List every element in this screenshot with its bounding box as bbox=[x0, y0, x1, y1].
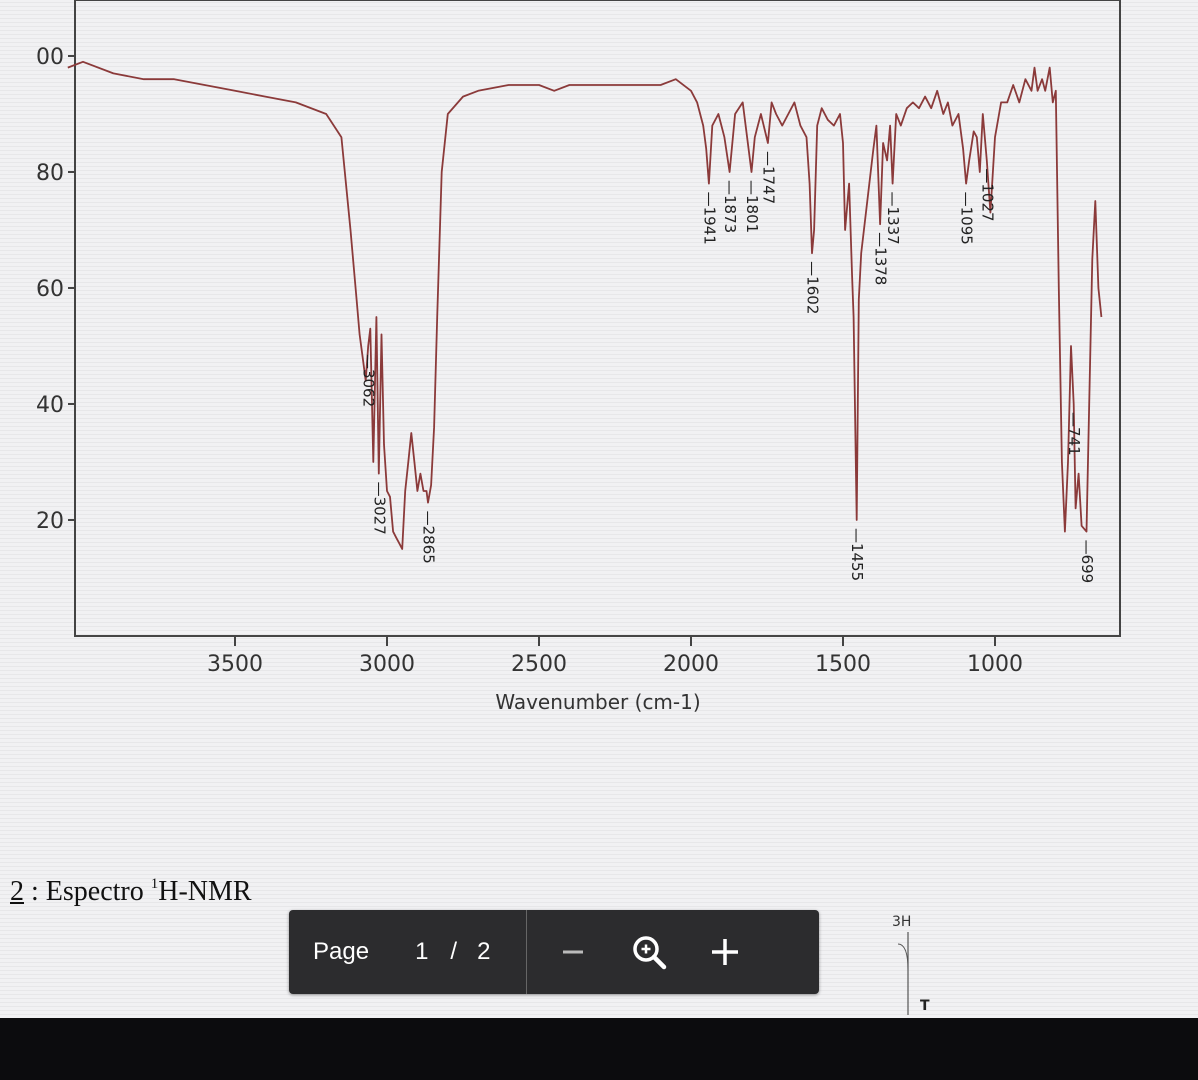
pdf-viewer-page: 00 80 60 40 20 3500 3000 2500 2000 1500 1000 —306… bbox=[0, 0, 1198, 1018]
toolbar-divider bbox=[526, 910, 528, 994]
spectrum-series bbox=[67, 60, 1103, 550]
peak-label: —3027 bbox=[370, 482, 388, 535]
peak-label: —741 bbox=[1065, 412, 1083, 456]
x-tick-label: 2000 bbox=[663, 652, 719, 677]
peak-label: —1602 bbox=[804, 261, 822, 314]
ir-spectrum-chart: 00 80 60 40 20 3500 3000 2500 2000 1500 1000 —306… bbox=[36, 0, 1121, 714]
peak-label: —1747 bbox=[759, 151, 777, 204]
zoom-reset-button[interactable] bbox=[617, 920, 681, 984]
total-pages: 2 bbox=[477, 938, 491, 965]
os-taskbar bbox=[0, 1018, 1198, 1080]
page-separator: / bbox=[450, 938, 458, 965]
y-tick-label: 40 bbox=[36, 393, 64, 418]
spectrum-line bbox=[67, 60, 1103, 550]
zoom-in-button[interactable] bbox=[693, 920, 757, 984]
peak-label: —1337 bbox=[884, 192, 902, 245]
caption-text: H-NMR bbox=[158, 876, 252, 907]
y-tick-label: 00 bbox=[36, 45, 64, 70]
y-tick-label: 60 bbox=[36, 277, 64, 302]
x-tick-label: 1000 bbox=[967, 652, 1023, 677]
peak-label: —3062 bbox=[360, 354, 378, 407]
peak-label: —1873 bbox=[721, 180, 739, 233]
peak-label: —1095 bbox=[958, 192, 976, 245]
section-caption: 2 : Espectro 1H-NMR bbox=[10, 876, 252, 908]
x-tick-label: 3000 bbox=[359, 652, 415, 677]
page-toolbar: Page 1 / 2 bbox=[289, 910, 819, 994]
zoom-magnifier-icon bbox=[633, 936, 667, 970]
caption-separator: : Espectro bbox=[24, 876, 151, 907]
nmr-integral-curve bbox=[897, 943, 909, 971]
peak-label: —1027 bbox=[978, 168, 996, 221]
minus-icon bbox=[563, 950, 584, 954]
x-tick-label: 3500 bbox=[207, 652, 263, 677]
peak-label: —2865 bbox=[420, 511, 438, 564]
x-tick-label: 1500 bbox=[815, 652, 871, 677]
x-tick-label: 2500 bbox=[511, 652, 567, 677]
plot-frame bbox=[74, 0, 1121, 637]
x-axis-ticks: 3500 3000 2500 2000 1500 1000 bbox=[207, 636, 1023, 677]
nmr-3h-label: 3H bbox=[892, 914, 911, 930]
nmr-t-label: T bbox=[920, 998, 930, 1014]
peak-annotations: —3062 —3027 —2865 —1941 —1873 —1801—1747 —1602… bbox=[360, 151, 1096, 583]
peak-label: —1455 bbox=[848, 528, 866, 581]
caption-number: 2 bbox=[10, 876, 24, 907]
peak-label: —699 bbox=[1078, 540, 1096, 584]
caption-superscript: 1 bbox=[150, 876, 159, 892]
y-tick-label: 80 bbox=[36, 161, 64, 186]
plus-icon bbox=[712, 939, 739, 965]
y-axis-ticks: 00 80 60 40 20 bbox=[36, 45, 75, 534]
x-axis-label: Wavenumber (cm-1) bbox=[495, 690, 700, 714]
y-tick-label: 20 bbox=[36, 509, 64, 534]
peak-label: —1801 bbox=[743, 180, 761, 233]
page-label: Page bbox=[313, 938, 370, 965]
peak-label: —1941 bbox=[700, 192, 718, 245]
peak-label: —1378 bbox=[872, 232, 890, 285]
zoom-out-button[interactable] bbox=[541, 920, 605, 984]
nmr-partial-peak: 3H T bbox=[892, 914, 930, 1015]
current-page-number[interactable]: 1 bbox=[415, 938, 429, 965]
